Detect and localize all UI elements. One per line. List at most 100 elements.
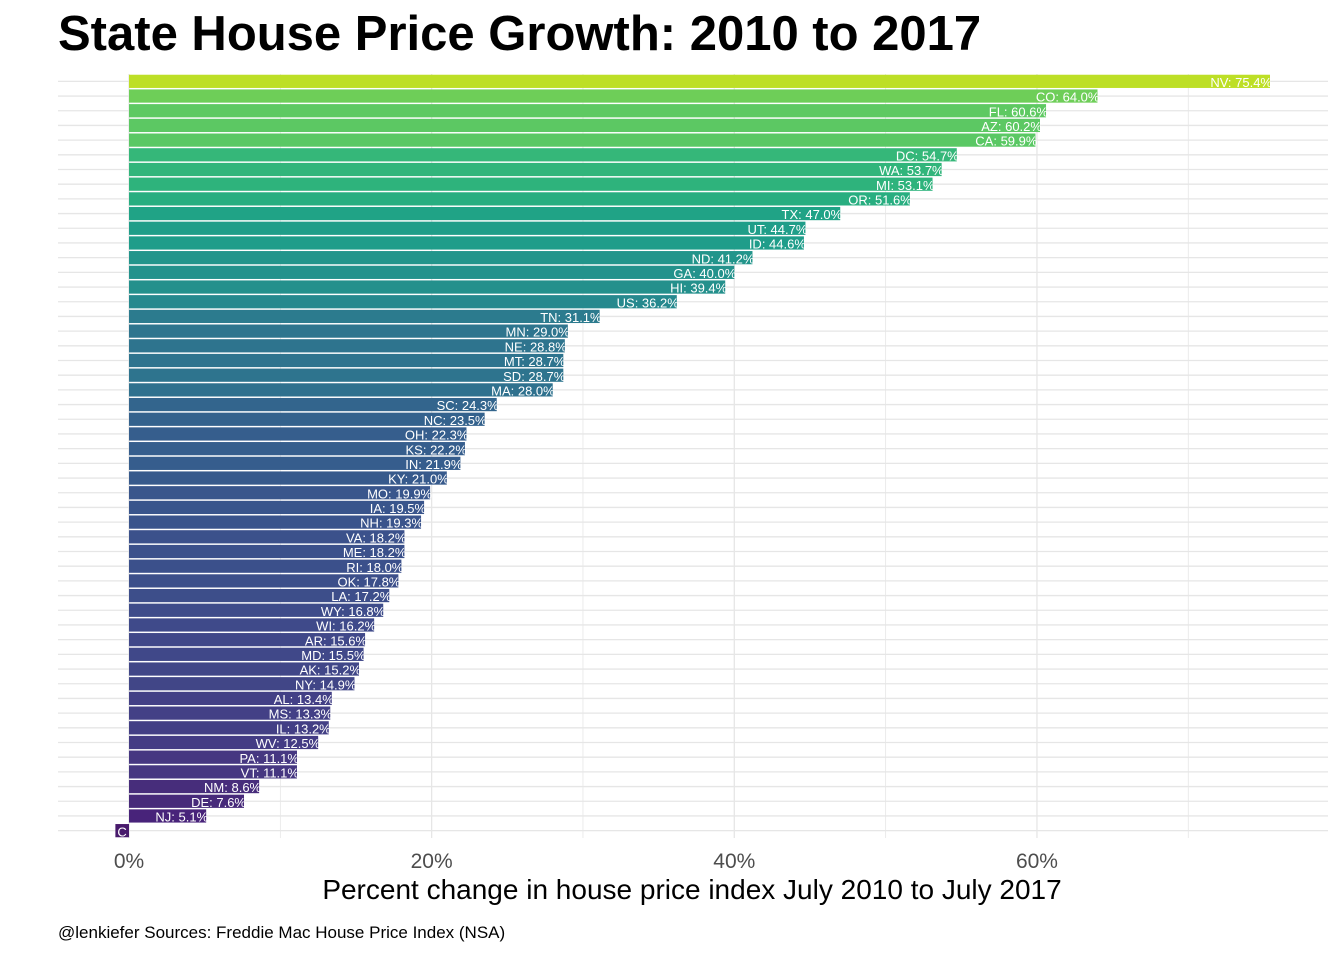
bar-ut bbox=[129, 221, 806, 235]
bar-label-ak: AK: 15.2% bbox=[300, 663, 362, 678]
bar-label-al: AL: 13.4% bbox=[274, 692, 334, 707]
bar-mn bbox=[129, 324, 568, 338]
bar-wv bbox=[129, 735, 319, 750]
bar-label-de: DE: 7.6% bbox=[191, 795, 246, 810]
bar-label-nh: NH: 19.3% bbox=[360, 516, 423, 531]
bar-vt bbox=[129, 765, 297, 779]
x-axis-ticks: 0% 20% 40% 60% bbox=[114, 850, 1058, 873]
bar-label-sc: SC: 24.3% bbox=[437, 398, 500, 413]
bar-ne bbox=[129, 339, 565, 353]
bar-label-mn: MN: 29.0% bbox=[506, 325, 571, 340]
bar-label-la: LA: 17.2% bbox=[331, 589, 391, 604]
bar-il bbox=[129, 721, 329, 735]
bar-wa bbox=[129, 162, 942, 177]
bar-label-ar: AR: 15.6% bbox=[305, 633, 368, 648]
bar-ks bbox=[129, 442, 465, 456]
bar-wi bbox=[129, 618, 375, 632]
bar-va bbox=[129, 530, 405, 544]
bar-nm bbox=[129, 779, 260, 794]
bar-pa bbox=[129, 750, 297, 764]
bar-label-me: ME: 18.2% bbox=[343, 545, 407, 560]
bar-ga bbox=[129, 265, 735, 279]
bar-label-tn: TN: 31.1% bbox=[540, 310, 602, 325]
bar-ma bbox=[129, 383, 553, 397]
bars bbox=[115, 74, 1270, 838]
bar-wy bbox=[129, 603, 384, 617]
bar-label-ks: KS: 22.2% bbox=[406, 442, 468, 457]
bar-label-il: IL: 13.2% bbox=[276, 721, 331, 736]
bar-label-ga: GA: 40.0% bbox=[673, 266, 736, 281]
bar-ok bbox=[129, 574, 399, 588]
bar-hi bbox=[129, 280, 726, 294]
bar-label-wa: WA: 53.7% bbox=[879, 163, 944, 178]
chart-caption: @lenkiefer Sources: Freddie Mac House Pr… bbox=[58, 923, 506, 942]
bar-label-ky: KY: 21.0% bbox=[388, 472, 449, 487]
bar-label-wv: WV: 12.5% bbox=[256, 736, 321, 751]
bar-md bbox=[129, 647, 364, 661]
bar-labels: NV: 75.4% CO: 64.0%FL: 60.6%AZ: 60.2%CA: … bbox=[117, 75, 1272, 839]
bar-label-md: MD: 15.5% bbox=[301, 648, 366, 663]
bar-label-wi: WI: 16.2% bbox=[316, 619, 376, 634]
bar-label-id: ID: 44.6% bbox=[749, 237, 807, 252]
x-tick-label: 60% bbox=[1016, 850, 1058, 873]
bar-mt bbox=[129, 353, 564, 368]
bar-label-mi: MI: 53.1% bbox=[876, 178, 935, 193]
bar-label-ut: UT: 44.7% bbox=[747, 222, 807, 237]
bar-az bbox=[129, 118, 1040, 133]
bar-label-nd: ND: 41.2% bbox=[692, 251, 755, 266]
bar-label-nm: NM: 8.6% bbox=[204, 780, 262, 795]
bar-mo bbox=[129, 486, 431, 500]
bar-nv bbox=[129, 74, 1270, 88]
bar-dc bbox=[129, 148, 957, 162]
bar-label-ca: CA: 59.9% bbox=[975, 134, 1038, 149]
chart-title: State House Price Growth: 2010 to 2017 bbox=[58, 7, 982, 61]
bar-label-c: C bbox=[117, 824, 126, 839]
bar-label-va: VA: 18.2% bbox=[346, 530, 407, 545]
bar-label-oh: OH: 22.3% bbox=[405, 428, 469, 443]
bar-label-in: IN: 21.9% bbox=[405, 457, 463, 472]
bar-in bbox=[129, 456, 461, 470]
bar-ca bbox=[129, 133, 1036, 147]
bar-label-vt: VT: 11.1% bbox=[241, 765, 300, 780]
bar-ak bbox=[129, 662, 360, 676]
bar-oh bbox=[129, 427, 467, 441]
bar-label-dc: DC: 54.7% bbox=[896, 148, 959, 163]
bar-nj bbox=[129, 809, 207, 823]
bar-tx bbox=[129, 206, 841, 221]
bar-ky bbox=[129, 471, 447, 485]
bar-sc bbox=[129, 397, 497, 412]
bar-label-co: CO: 64.0% bbox=[1036, 90, 1100, 105]
bar-label-ma: MA: 28.0% bbox=[491, 383, 555, 398]
bar-label-ne: NE: 28.8% bbox=[505, 339, 568, 354]
bar-ms bbox=[129, 706, 331, 720]
bar-nd bbox=[129, 251, 753, 265]
bar-ny bbox=[129, 677, 355, 691]
bar-nc bbox=[129, 412, 485, 426]
bar-label-ny: NY: 14.9% bbox=[295, 677, 357, 692]
bar-label-mt: MT: 28.7% bbox=[504, 354, 566, 369]
x-tick-label: 20% bbox=[411, 850, 453, 873]
bar-label-ia: IA: 19.5% bbox=[370, 501, 427, 516]
bar-label-nv: NV: 75.4% bbox=[1210, 75, 1272, 90]
bar-label-sd: SD: 28.7% bbox=[503, 369, 566, 384]
bar-label-us: US: 36.2% bbox=[617, 295, 680, 310]
bar-tn bbox=[129, 309, 600, 324]
bar-la bbox=[129, 588, 390, 603]
bar-id bbox=[129, 236, 804, 250]
x-tick-label: 40% bbox=[713, 850, 755, 873]
bar-label-ri: RI: 18.0% bbox=[346, 560, 404, 575]
bar-ia bbox=[129, 500, 425, 515]
bar-label-nj: NJ: 5.1% bbox=[155, 810, 208, 825]
bar-fl bbox=[129, 104, 1047, 118]
bar-label-ms: MS: 13.3% bbox=[269, 707, 333, 722]
x-axis-label: Percent change in house price index July… bbox=[322, 874, 1062, 905]
bar-label-ok: OK: 17.8% bbox=[337, 574, 400, 589]
bar-de bbox=[129, 794, 245, 808]
bar-label-mo: MO: 19.9% bbox=[367, 486, 432, 501]
bar-label-or: OR: 51.6% bbox=[848, 192, 912, 207]
bar-label-pa: PA: 11.1% bbox=[239, 751, 299, 766]
bar-label-nc: NC: 23.5% bbox=[424, 413, 487, 428]
bar-me bbox=[129, 544, 405, 559]
bar-label-az: AZ: 60.2% bbox=[981, 119, 1042, 134]
